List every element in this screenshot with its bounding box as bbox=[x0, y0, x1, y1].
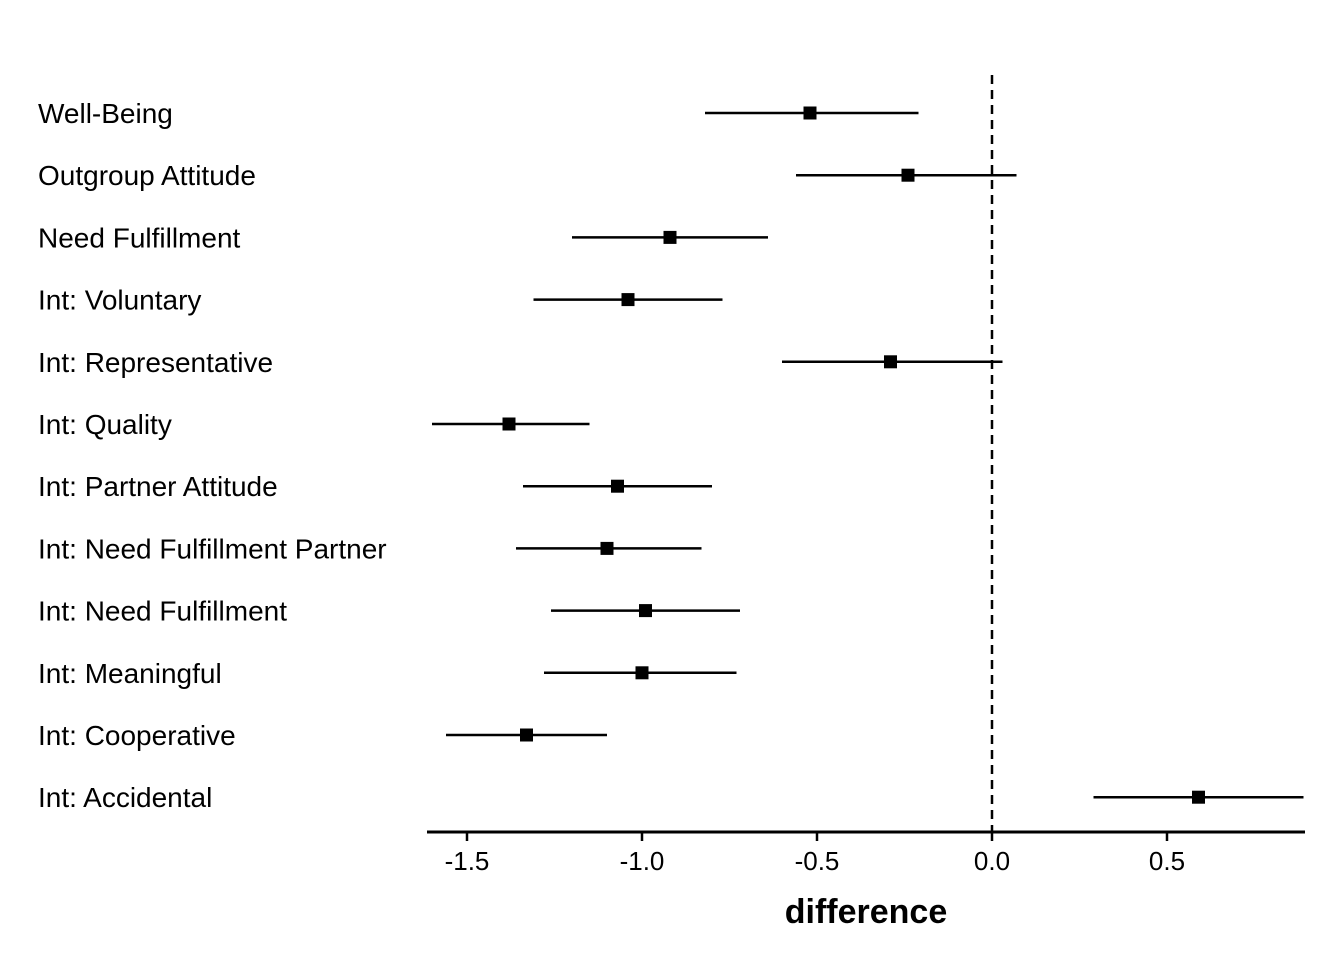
forest-row: Well-Being bbox=[38, 98, 919, 129]
row-label: Int: Voluntary bbox=[38, 285, 201, 316]
row-label: Int: Meaningful bbox=[38, 658, 222, 689]
forest-row: Int: Quality bbox=[38, 409, 590, 440]
forest-row: Int: Meaningful bbox=[38, 658, 737, 689]
forest-row: Int: Representative bbox=[38, 347, 1003, 378]
row-label: Int: Partner Attitude bbox=[38, 471, 278, 502]
point-estimate bbox=[611, 479, 624, 493]
point-estimate bbox=[639, 604, 652, 618]
point-estimate bbox=[901, 168, 915, 182]
point-estimate bbox=[600, 541, 614, 555]
row-label: Int: Need Fulfillment bbox=[38, 596, 287, 627]
point-estimate bbox=[663, 230, 677, 244]
point-estimate bbox=[803, 106, 817, 120]
forest-row: Int: Partner Attitude bbox=[38, 471, 712, 502]
rows-layer: Well-Being Outgroup Attitude Need Fulfillm… bbox=[38, 98, 1304, 813]
row-label: Int: Accidental bbox=[38, 782, 212, 813]
point-estimate bbox=[502, 417, 516, 431]
row-label: Int: Need Fulfillment Partner bbox=[38, 533, 387, 564]
x-axis-title: difference bbox=[785, 893, 948, 931]
x-tick-label: -1.0 bbox=[620, 846, 665, 876]
point-estimate bbox=[884, 355, 897, 369]
forest-row: Int: Cooperative bbox=[38, 720, 607, 751]
x-tick-label: -1.5 bbox=[445, 846, 490, 876]
x-tick-label: 0.0 bbox=[974, 846, 1010, 876]
forest-row: Int: Need Fulfillment Partner bbox=[38, 533, 702, 564]
x-tick-label: 0.5 bbox=[1149, 846, 1185, 876]
row-label: Int: Quality bbox=[38, 409, 172, 440]
forest-row: Need Fulfillment bbox=[38, 222, 768, 253]
row-label: Well-Being bbox=[38, 98, 173, 129]
point-estimate bbox=[1192, 790, 1205, 804]
row-label: Need Fulfillment bbox=[38, 222, 241, 253]
point-estimate bbox=[520, 728, 533, 742]
row-label: Int: Cooperative bbox=[38, 720, 236, 751]
point-estimate bbox=[621, 293, 635, 307]
row-label: Outgroup Attitude bbox=[38, 160, 256, 191]
forest-row: Int: Need Fulfillment bbox=[38, 596, 740, 627]
x-tick-label: -0.5 bbox=[795, 846, 840, 876]
point-estimate bbox=[635, 666, 649, 680]
forest-row: Outgroup Attitude bbox=[38, 160, 1017, 191]
forest-row: Int: Voluntary bbox=[38, 285, 723, 316]
x-axis-ticks: -1.5 -1.0 -0.5 0.0 0.5 bbox=[445, 832, 1185, 876]
forest-row: Int: Accidental bbox=[38, 782, 1304, 813]
row-label: Int: Representative bbox=[38, 347, 273, 378]
